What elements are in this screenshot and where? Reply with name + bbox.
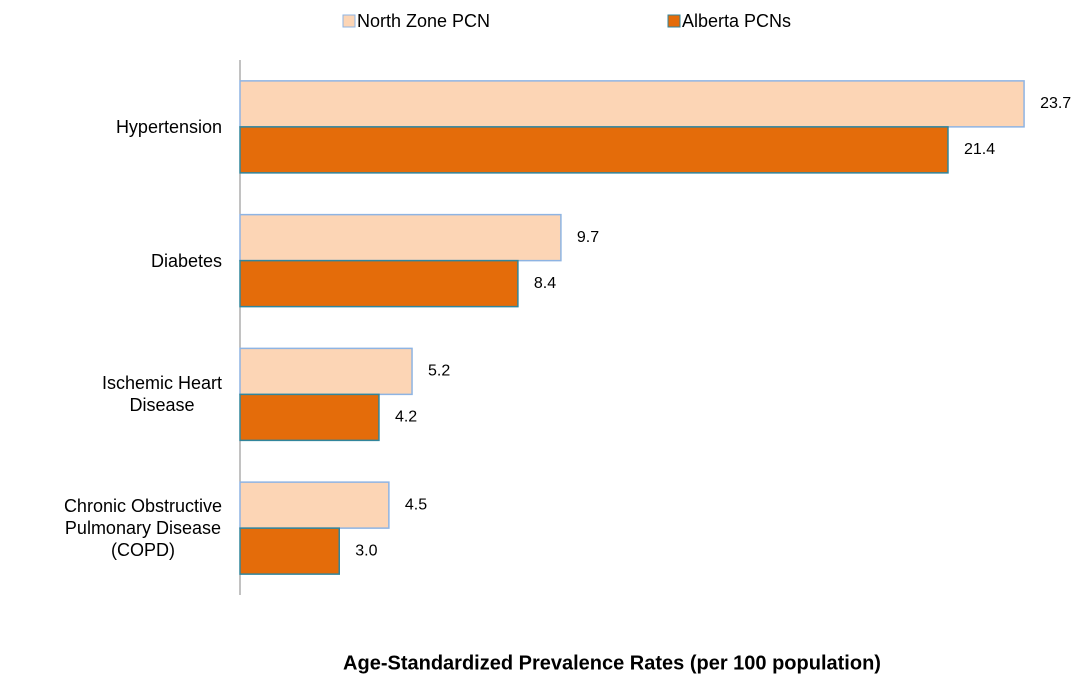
data-label: 23.7 bbox=[1040, 95, 1071, 112]
y-tick-label: Diabetes bbox=[150, 250, 222, 271]
data-label: 9.7 bbox=[577, 229, 599, 246]
bar bbox=[239, 213, 562, 262]
legend-swatch bbox=[667, 14, 681, 28]
bar bbox=[239, 481, 390, 529]
chart-title: Age-Standardized Prevalence Rates (per 1… bbox=[343, 652, 881, 674]
bar bbox=[239, 393, 380, 442]
data-label: 3.0 bbox=[355, 542, 377, 559]
bar bbox=[239, 126, 949, 174]
legend-swatch bbox=[342, 14, 356, 28]
bar bbox=[239, 527, 340, 575]
y-tick-label: Hypertension bbox=[115, 116, 222, 137]
data-label: 21.4 bbox=[964, 141, 995, 158]
y-tick-label: Chronic Obstructive Pulmonary Disease (C… bbox=[63, 496, 222, 561]
data-label: 4.2 bbox=[395, 409, 417, 426]
y-tick-label: Ischemic Heart Disease bbox=[101, 373, 222, 416]
data-label: 8.4 bbox=[534, 275, 556, 292]
bar bbox=[239, 80, 1025, 128]
legend-label: Alberta PCNs bbox=[682, 11, 791, 31]
data-label: 4.5 bbox=[405, 496, 427, 513]
bar bbox=[239, 347, 413, 396]
bar bbox=[239, 259, 519, 308]
data-label: 5.2 bbox=[428, 363, 450, 380]
legend-label: North Zone PCN bbox=[357, 11, 490, 31]
